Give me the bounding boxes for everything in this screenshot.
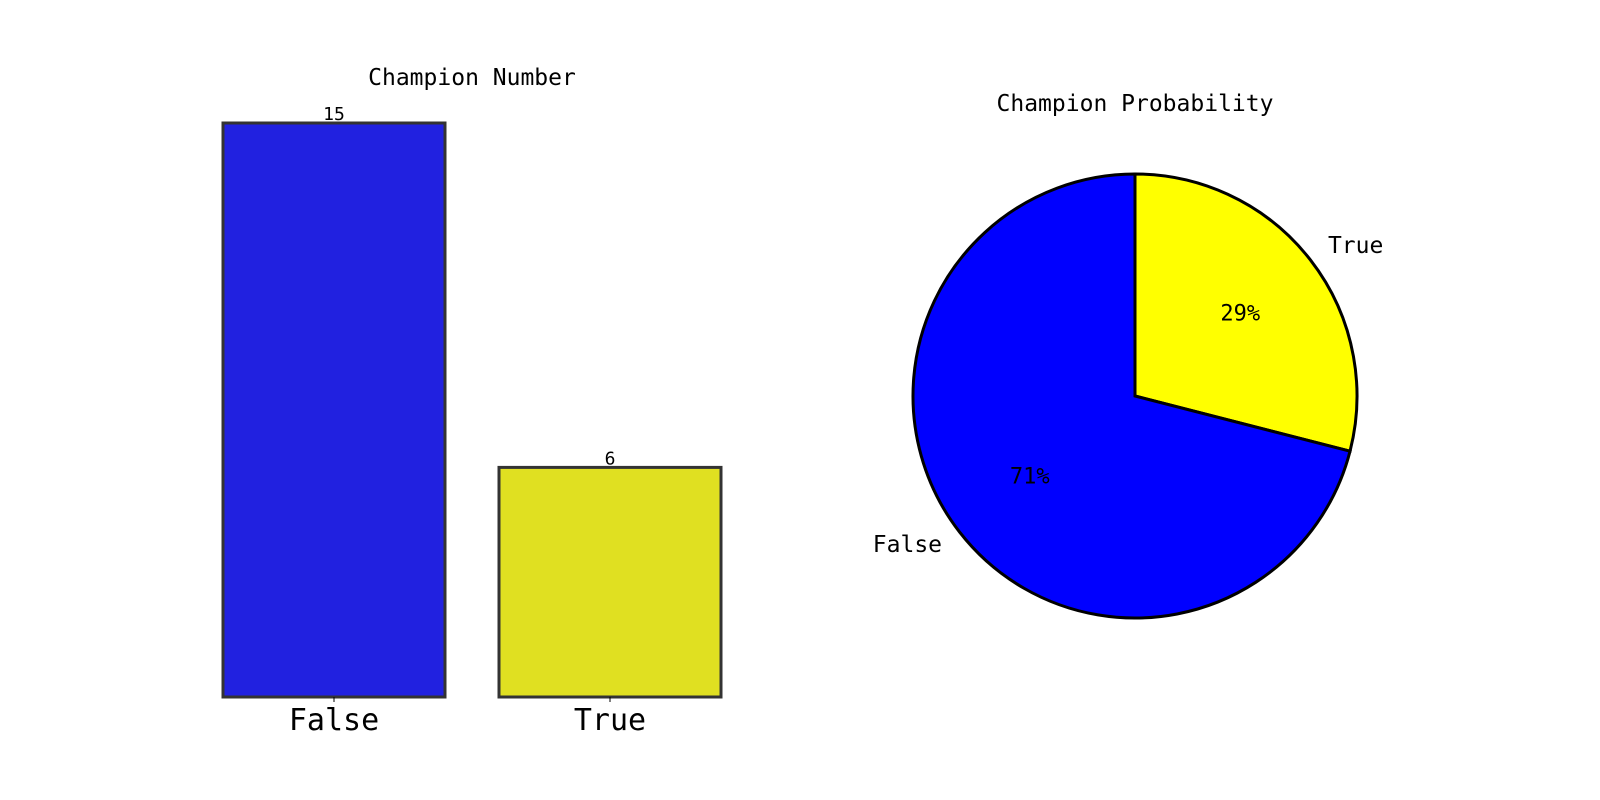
bar-false-value-label: 15 <box>323 104 345 125</box>
x-tick-label-true: True <box>574 703 646 738</box>
pie-marks: True 29% False 71% <box>873 172 1383 620</box>
x-tick-label-false: False <box>289 703 379 738</box>
bar-chart-title: Champion Number <box>368 65 576 91</box>
pie-slice-false-percent: 71% <box>1010 465 1050 490</box>
pie-slice-true-percent: 29% <box>1220 301 1260 326</box>
pie-chart-title: Champion Probability <box>997 91 1274 117</box>
bar-marks: 15 False 6 True <box>221 104 723 738</box>
pie-slice-true-label: True <box>1328 233 1383 259</box>
bar-chart: Champion Number 15 False 6 True <box>221 65 723 738</box>
bar-true <box>497 465 723 699</box>
pie-slice-false-label: False <box>873 532 942 558</box>
bar-false <box>221 121 447 699</box>
bar-true-value-label: 6 <box>605 448 616 469</box>
pie-slice-false <box>911 172 1352 620</box>
pie-chart: Champion Probability True 29% False 71% <box>873 91 1383 620</box>
pie-slice-true <box>1133 172 1359 454</box>
